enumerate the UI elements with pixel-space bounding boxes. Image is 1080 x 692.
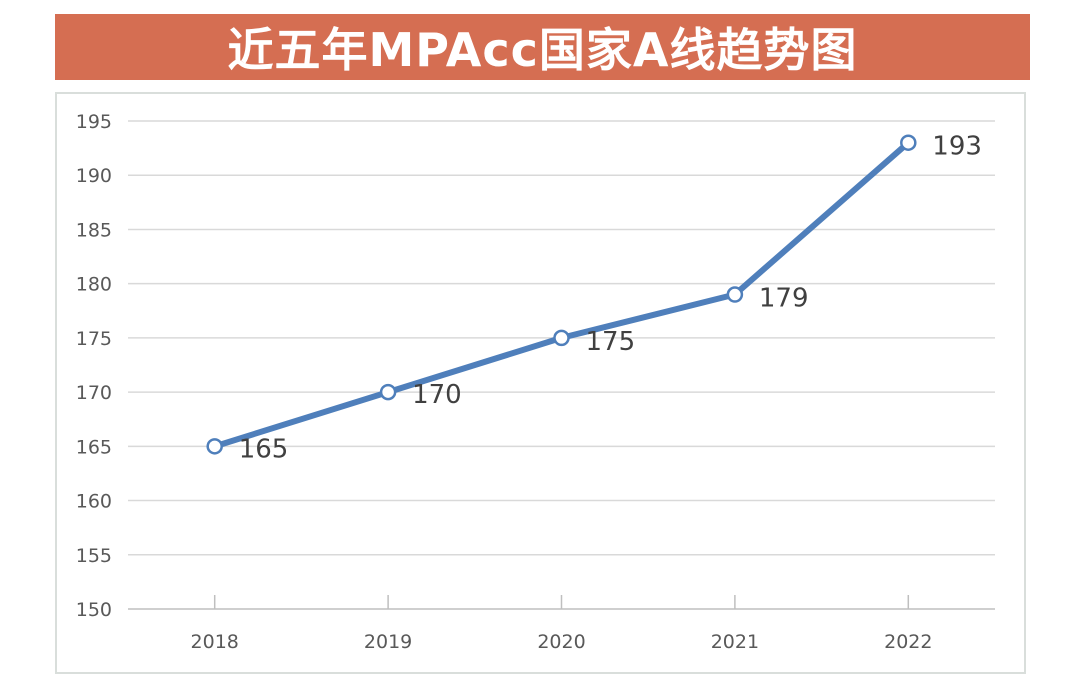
x-tick-label: 2020 [537,631,585,653]
data-label: 165 [239,434,289,464]
data-point [726,286,744,303]
x-tick-label: 2022 [884,631,932,653]
x-tick-label: 2019 [364,631,412,653]
x-tick-label: 2021 [711,631,759,653]
y-tick-label: 160 [76,491,112,513]
data-label: 175 [586,327,636,357]
chart-title-banner: 近五年MPAcc国家A线趋势图 [55,14,1030,80]
y-tick-label: 175 [76,328,112,350]
data-point [553,329,570,347]
y-tick-label: 165 [76,436,112,458]
y-tick-label: 195 [76,111,112,133]
data-label: 170 [412,380,462,410]
data-point [206,438,223,455]
y-tick-label: 190 [76,165,112,187]
y-tick-label: 180 [76,274,112,296]
y-tick-label: 170 [76,382,112,404]
y-tick-label: 185 [76,219,112,241]
data-label: 193 [932,132,982,162]
data-point [379,383,397,401]
x-tick-label: 2018 [191,631,239,653]
y-tick-label: 150 [76,599,112,621]
data-point [900,134,917,151]
y-tick-label: 155 [76,545,112,567]
chart-frame [55,92,1026,674]
data-label: 179 [759,284,809,314]
